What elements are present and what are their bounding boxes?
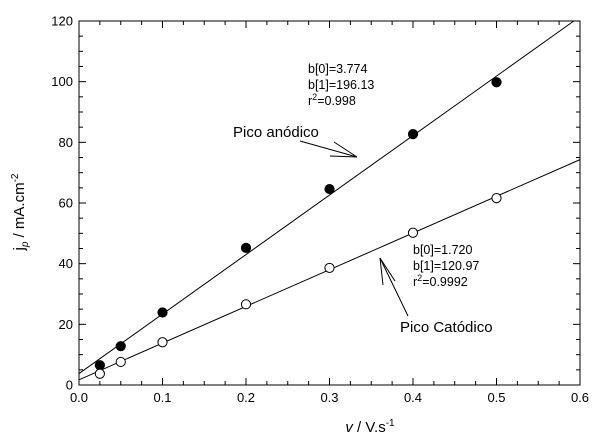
cathodic-b1-text: b[1]=120.97 — [413, 259, 479, 273]
cathodic-r2-r: r — [413, 275, 417, 289]
x-axis-symbol: v — [345, 419, 354, 436]
x-tick-label: 0.1 — [153, 390, 171, 405]
y-tick-label: 100 — [51, 74, 73, 89]
anodic-point — [491, 77, 502, 88]
cathodic-series-label: Pico Catódico — [400, 319, 493, 336]
cathodic-point — [324, 262, 335, 274]
anodic-point — [240, 242, 252, 253]
y-tick-label: 20 — [59, 317, 73, 332]
cathodic-b0-text: b[0]=1.720 — [413, 243, 472, 257]
anodic-b0-text: b[0]=3.774 — [308, 62, 367, 76]
y-tick-label: 0 — [66, 378, 73, 393]
x-axis-unit-sup: -1 — [386, 418, 395, 429]
data-points — [94, 77, 502, 379]
anodic-series-label: Pico anódico — [233, 124, 319, 141]
cathodic-point — [94, 368, 105, 379]
y-axis-symbol: j — [11, 247, 28, 251]
cathodic-point — [407, 227, 419, 238]
anodic-point — [324, 183, 335, 195]
anodic-point — [94, 360, 105, 371]
cathodic-r2-text: r2=0.9992 — [413, 273, 468, 289]
anodic-point — [157, 307, 168, 318]
x-axis-ticks: 0.0 0.1 0.2 0.3 0.4 0.5 0.6 — [70, 21, 589, 405]
cathodic-point — [491, 193, 502, 204]
cathodic-arrow — [379, 257, 409, 317]
anodic-b1-text: b[1]=196.13 — [308, 78, 374, 92]
cathodic-point — [157, 337, 168, 348]
x-tick-label: 0.2 — [237, 390, 255, 405]
y-axis-title: jp / mA.cm-2 — [10, 173, 31, 251]
x-axis-unit: / V.s — [353, 419, 386, 436]
anodic-arrow — [299, 140, 358, 158]
y-axis-symbol-sub: p — [20, 241, 31, 248]
x-tick-label: 0.5 — [487, 390, 505, 405]
x-tick-label: 0.4 — [404, 390, 422, 405]
y-axis-ticks: 0 20 40 60 80 100 120 — [51, 14, 580, 393]
x-axis-title: v / V.s-1 — [345, 418, 395, 436]
anodic-r2-r: r — [308, 94, 312, 108]
x-tick-label: 0.3 — [320, 390, 338, 405]
x-tick-label: 0.0 — [70, 390, 88, 405]
y-axis-unit-sup: -2 — [10, 173, 21, 182]
y-tick-label: 80 — [59, 135, 73, 150]
cathodic-point — [240, 299, 252, 310]
cathodic-r2-value: =0.9992 — [422, 275, 468, 289]
anodic-point — [407, 129, 419, 140]
cathodic-point — [115, 356, 126, 368]
y-tick-label: 40 — [59, 256, 73, 271]
anodic-r2-text: r2=0.998 — [308, 92, 356, 108]
anodic-r2-value: =0.998 — [317, 94, 356, 108]
x-tick-label: 0.6 — [571, 390, 589, 405]
y-axis-unit: / mA.cm — [11, 182, 28, 241]
y-tick-label: 120 — [51, 14, 73, 29]
anodic-point — [115, 341, 126, 352]
anodic-r2-sup: 2 — [312, 92, 317, 102]
y-tick-label: 60 — [59, 196, 73, 211]
cathodic-r2-sup: 2 — [417, 273, 422, 283]
